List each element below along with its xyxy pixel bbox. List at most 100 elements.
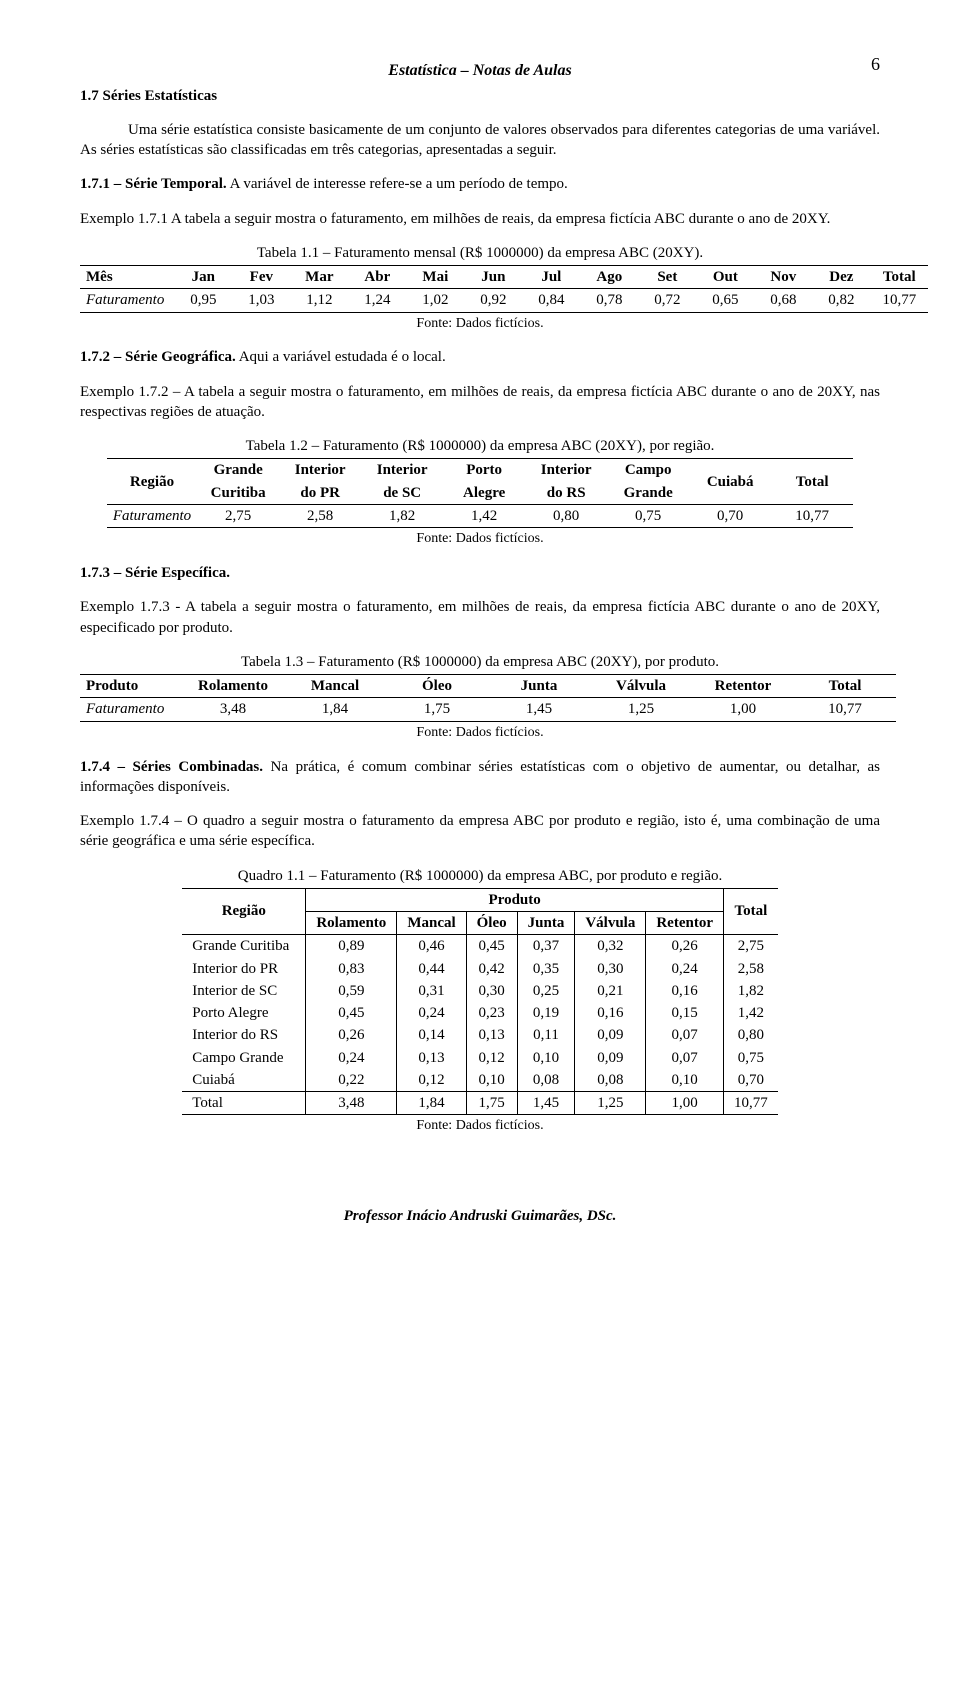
table-header-cell: Produto: [80, 675, 182, 698]
table-cell: 0,80: [723, 1024, 777, 1046]
table-row-label: Faturamento: [80, 698, 182, 721]
table-header-cell: Retentor: [646, 912, 724, 935]
table-header-cell: Região: [107, 459, 197, 505]
table-cell: 0,46: [397, 935, 466, 958]
table-cell: 2,58: [723, 958, 777, 980]
table-header-cell: Jun: [464, 266, 522, 289]
table-header-cell: Produto: [306, 888, 724, 911]
table-cell: 1,82: [361, 504, 443, 527]
example-1-7-2: Exemplo 1.7.2 – A tabela a seguir mostra…: [80, 382, 880, 423]
table-header-cell: Rolamento: [182, 675, 284, 698]
table-header-cell: Óleo: [466, 912, 517, 935]
table-cell: 10,77: [794, 698, 896, 721]
table-header-cell: Grande: [197, 459, 279, 482]
table-row-label: Porto Alegre: [182, 1002, 306, 1024]
section-1-7-heading: 1.7 Séries Estatísticas: [80, 86, 880, 106]
section-1-7-1-heading: 1.7.1 – Série Temporal.: [80, 176, 227, 192]
table-cell: 1,00: [692, 698, 794, 721]
table-cell: 1,42: [443, 504, 525, 527]
table-cell: 1,24: [348, 289, 406, 312]
table-1-3: ProdutoRolamentoMancalÓleoJuntaVálvulaRe…: [80, 674, 896, 722]
table-header-cell: Total: [771, 459, 853, 505]
table-header-cell: Ago: [580, 266, 638, 289]
table-cell: 1,84: [284, 698, 386, 721]
table-1-1-source: Fonte: Dados fictícios.: [80, 315, 880, 334]
table-header-cell: Rolamento: [306, 912, 397, 935]
section-1-7-1-tail: A variável de interesse refere-se a um p…: [227, 176, 568, 192]
table-1-3-caption: Tabela 1.3 – Faturamento (R$ 1000000) da…: [80, 652, 880, 672]
section-1-7-2: 1.7.2 – Série Geográfica. Aqui a variáve…: [80, 347, 880, 367]
table-header-cell: Dez: [812, 266, 870, 289]
table-header-cell: Região: [182, 888, 306, 935]
table-header-cell: Óleo: [386, 675, 488, 698]
table-row-label: Faturamento: [107, 504, 197, 527]
table-cell: 0,31: [397, 980, 466, 1002]
table-header-cell: Total: [723, 888, 777, 935]
table-cell: 0,45: [466, 935, 517, 958]
table-row-label: Interior do PR: [182, 958, 306, 980]
table-cell: 0,32: [575, 935, 646, 958]
table-cell: 0,75: [607, 504, 689, 527]
footer-author: Professor Inácio Andruski Guimarães, DSc…: [80, 1206, 880, 1226]
running-header: Estatística – Notas de Aulas: [80, 60, 880, 82]
table-1-3-source: Fonte: Dados fictícios.: [80, 724, 880, 743]
table-header-cell: Jul: [522, 266, 580, 289]
table-cell: 1,45: [488, 698, 590, 721]
table-cell: 0,07: [646, 1047, 724, 1069]
table-1-4: RegiãoProdutoTotalRolamentoMancalÓleoJun…: [182, 888, 777, 1116]
table-header-cell: Junta: [488, 675, 590, 698]
table-cell: 0,21: [575, 980, 646, 1002]
section-1-7-2-tail: Aqui a variável estudada é o local.: [236, 349, 446, 365]
section-1-7-2-heading: 1.7.2 – Série Geográfica.: [80, 349, 236, 365]
table-header-cell: Mai: [406, 266, 464, 289]
table-cell: 0,16: [575, 1002, 646, 1024]
table-cell: 3,48: [306, 1092, 397, 1115]
table-cell: 1,03: [232, 289, 290, 312]
example-1-7-4: Exemplo 1.7.4 – O quadro a seguir mostra…: [80, 811, 880, 852]
table-cell: 0,72: [638, 289, 696, 312]
table-1-4-source: Fonte: Dados fictícios.: [80, 1117, 880, 1136]
table-cell: 0,59: [306, 980, 397, 1002]
table-header-cell: Total: [794, 675, 896, 698]
table-header-cell: Total: [870, 266, 928, 289]
table-cell: 0,14: [397, 1024, 466, 1046]
table-cell: 0,15: [646, 1002, 724, 1024]
table-row-label: Grande Curitiba: [182, 935, 306, 958]
table-cell: 1,75: [386, 698, 488, 721]
table-cell: 0,09: [575, 1047, 646, 1069]
table-row-label: Faturamento: [80, 289, 174, 312]
table-header-cell: Jan: [174, 266, 232, 289]
table-cell: 1,02: [406, 289, 464, 312]
table-cell: 1,75: [466, 1092, 517, 1115]
table-header-cell: Grande: [607, 482, 689, 505]
table-cell: 1,12: [290, 289, 348, 312]
page-number: 6: [871, 52, 880, 76]
table-cell: 0,24: [397, 1002, 466, 1024]
section-1-7-4: 1.7.4 – Séries Combinadas. Na prática, é…: [80, 757, 880, 798]
table-cell: 10,77: [771, 504, 853, 527]
table-cell: 1,82: [723, 980, 777, 1002]
table-cell: 0,35: [517, 958, 575, 980]
table-cell: 2,75: [723, 935, 777, 958]
table-header-cell: Cuiabá: [689, 459, 771, 505]
table-cell: 1,84: [397, 1092, 466, 1115]
table-cell: 1,25: [575, 1092, 646, 1115]
table-cell: 0,19: [517, 1002, 575, 1024]
table-cell: 0,10: [466, 1069, 517, 1092]
section-1-7-4-heading: 1.7.4 – Séries Combinadas.: [80, 759, 263, 775]
table-header-cell: do PR: [279, 482, 361, 505]
table-row-label: Total: [182, 1092, 306, 1115]
table-header-cell: Interior: [279, 459, 361, 482]
table-cell: 0,10: [646, 1069, 724, 1092]
table-cell: 0,24: [306, 1047, 397, 1069]
table-header-cell: Set: [638, 266, 696, 289]
table-cell: 0,70: [689, 504, 771, 527]
table-header-cell: Porto: [443, 459, 525, 482]
table-cell: 0,10: [517, 1047, 575, 1069]
example-1-7-1: Exemplo 1.7.1 A tabela a seguir mostra o…: [80, 209, 880, 229]
table-cell: 0,78: [580, 289, 638, 312]
table-cell: 0,37: [517, 935, 575, 958]
table-cell: 0,84: [522, 289, 580, 312]
table-cell: 0,23: [466, 1002, 517, 1024]
table-cell: 2,58: [279, 504, 361, 527]
